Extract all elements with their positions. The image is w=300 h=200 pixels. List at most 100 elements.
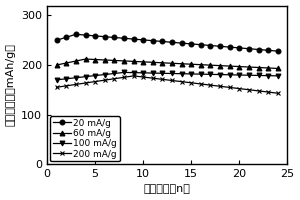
60 mA/g [93,58,97,61]
100 mA/g [257,74,260,77]
60 mA/g [132,60,135,63]
Line: 20 mA/g: 20 mA/g [54,32,280,54]
100 mA/g [247,74,251,76]
200 mA/g [180,80,184,83]
60 mA/g [209,64,212,66]
100 mA/g [228,74,232,76]
100 mA/g [180,73,184,75]
100 mA/g [141,72,145,74]
20 mA/g [266,49,270,52]
60 mA/g [84,58,87,60]
100 mA/g [55,79,58,81]
60 mA/g [266,67,270,69]
100 mA/g [132,71,135,74]
60 mA/g [141,61,145,63]
60 mA/g [199,63,203,66]
100 mA/g [151,72,154,74]
60 mA/g [151,61,154,64]
20 mA/g [64,36,68,38]
60 mA/g [170,62,174,64]
200 mA/g [55,86,58,88]
20 mA/g [103,35,106,38]
200 mA/g [228,86,232,89]
20 mA/g [141,39,145,41]
20 mA/g [170,41,174,43]
60 mA/g [238,65,241,68]
60 mA/g [160,62,164,64]
20 mA/g [151,39,154,42]
60 mA/g [190,63,193,65]
200 mA/g [132,75,135,77]
Line: 100 mA/g: 100 mA/g [54,70,280,82]
100 mA/g [84,75,87,78]
X-axis label: 循环次数（n）: 循环次数（n） [144,184,191,194]
200 mA/g [141,76,145,78]
200 mA/g [266,91,270,93]
20 mA/g [218,45,222,48]
60 mA/g [257,66,260,69]
200 mA/g [170,79,174,82]
60 mA/g [55,64,58,66]
100 mA/g [103,73,106,76]
200 mA/g [209,84,212,86]
200 mA/g [160,78,164,81]
20 mA/g [228,46,232,48]
60 mA/g [64,62,68,64]
200 mA/g [112,78,116,80]
20 mA/g [180,42,184,44]
200 mA/g [218,85,222,87]
20 mA/g [199,44,203,46]
200 mA/g [64,85,68,87]
60 mA/g [122,60,126,62]
100 mA/g [160,72,164,74]
200 mA/g [199,83,203,85]
200 mA/g [151,77,154,79]
Legend: 20 mA/g, 60 mA/g, 100 mA/g, 200 mA/g: 20 mA/g, 60 mA/g, 100 mA/g, 200 mA/g [50,116,120,161]
200 mA/g [122,76,126,79]
200 mA/g [247,89,251,91]
20 mA/g [74,33,78,35]
100 mA/g [74,77,78,79]
200 mA/g [103,79,106,81]
60 mA/g [276,67,280,70]
20 mA/g [257,48,260,51]
60 mA/g [247,66,251,68]
20 mA/g [190,43,193,45]
100 mA/g [190,73,193,75]
Line: 60 mA/g: 60 mA/g [54,57,280,71]
200 mA/g [257,90,260,92]
100 mA/g [93,74,97,77]
100 mA/g [238,74,241,76]
Y-axis label: 放电比容量（mAh/g）: 放电比容量（mAh/g） [6,43,16,126]
20 mA/g [160,40,164,43]
100 mA/g [122,71,126,74]
100 mA/g [276,75,280,77]
20 mA/g [55,39,58,41]
20 mA/g [209,44,212,47]
200 mA/g [93,80,97,83]
20 mA/g [132,38,135,40]
200 mA/g [276,92,280,94]
60 mA/g [74,60,78,62]
200 mA/g [238,87,241,90]
20 mA/g [112,36,116,39]
200 mA/g [84,82,87,84]
60 mA/g [103,59,106,61]
100 mA/g [170,72,174,75]
20 mA/g [247,48,251,50]
20 mA/g [238,47,241,49]
100 mA/g [209,73,212,76]
20 mA/g [84,34,87,36]
200 mA/g [190,82,193,84]
100 mA/g [199,73,203,75]
60 mA/g [228,65,232,67]
100 mA/g [266,74,270,77]
20 mA/g [93,35,97,37]
Line: 200 mA/g: 200 mA/g [54,73,280,96]
60 mA/g [218,64,222,67]
100 mA/g [112,72,116,75]
200 mA/g [74,83,78,86]
60 mA/g [112,59,116,62]
20 mA/g [122,37,126,39]
20 mA/g [276,50,280,52]
